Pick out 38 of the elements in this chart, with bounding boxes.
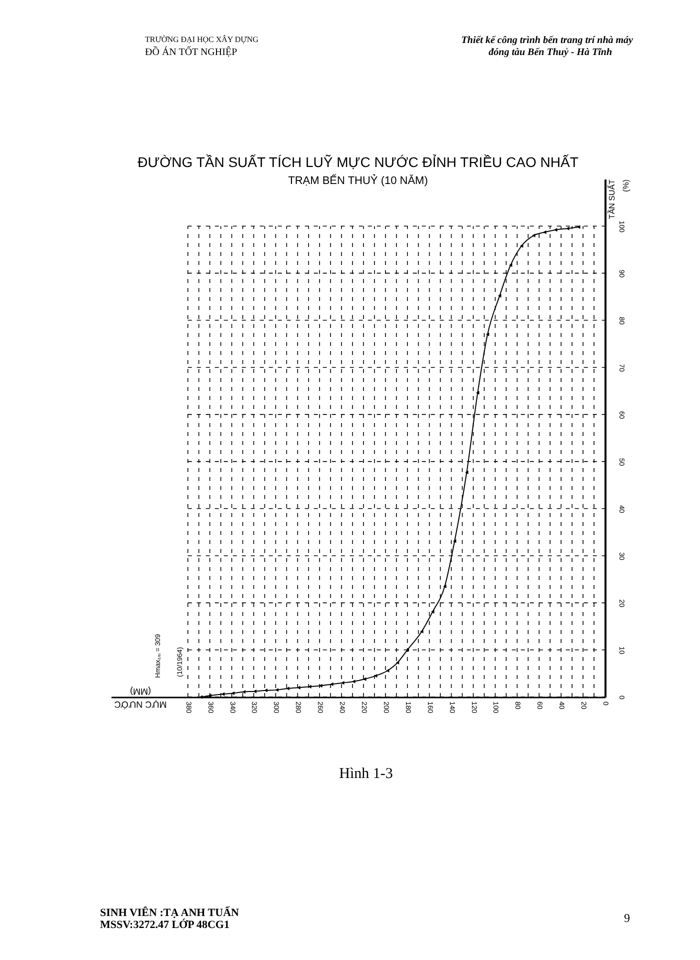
point — [297, 686, 300, 690]
point — [406, 648, 410, 652]
chart-title: ĐƯỜNG TẦN SUẤT TÍCH LUỸ MỰC NƯỚC ĐỈNH TRIỀU CAO NHẤT — [138, 154, 579, 170]
point — [577, 225, 580, 229]
point — [264, 688, 268, 692]
text: Hình 1-3 — [339, 766, 393, 782]
point — [199, 695, 203, 699]
point — [231, 691, 234, 696]
text: 9 — [624, 911, 630, 925]
point — [253, 689, 256, 694]
point — [532, 234, 536, 238]
point — [420, 630, 424, 634]
point — [396, 660, 400, 664]
point — [275, 688, 278, 692]
chart-subtitle: TRẠM BẾN THUỶ (10 NĂM) — [288, 174, 428, 187]
point — [566, 226, 570, 230]
point — [476, 390, 480, 395]
point — [341, 681, 344, 685]
x-axis-title: MỰC NƯỚC (MM) — [114, 686, 167, 710]
text: TRƯỜNG ĐẠI HỌC XÂY DỰNG — [145, 35, 259, 44]
text: Thiết kế công trình bến trang trí nhà máy — [461, 35, 634, 46]
point — [208, 694, 212, 698]
y-axis-title: TẦN SUẤT (%) — [606, 179, 630, 220]
point — [221, 692, 225, 696]
point — [286, 686, 290, 690]
point — [431, 610, 434, 614]
text: MSSV:3272.47 LỚP 48CG1 — [100, 918, 230, 931]
point — [443, 584, 446, 588]
point — [520, 244, 524, 248]
point — [465, 470, 468, 474]
point — [386, 668, 390, 672]
text: đóng tàu Bến Thuỷ - Hà Tĩnh — [488, 47, 612, 58]
point — [508, 263, 512, 268]
text: SINH VIÊN :TẠ ANH TUẤN — [100, 906, 240, 919]
text: ĐỒ ÁN TỐT NGHIỆP — [145, 46, 238, 58]
point — [330, 682, 334, 686]
point — [242, 690, 246, 694]
point — [374, 674, 378, 678]
